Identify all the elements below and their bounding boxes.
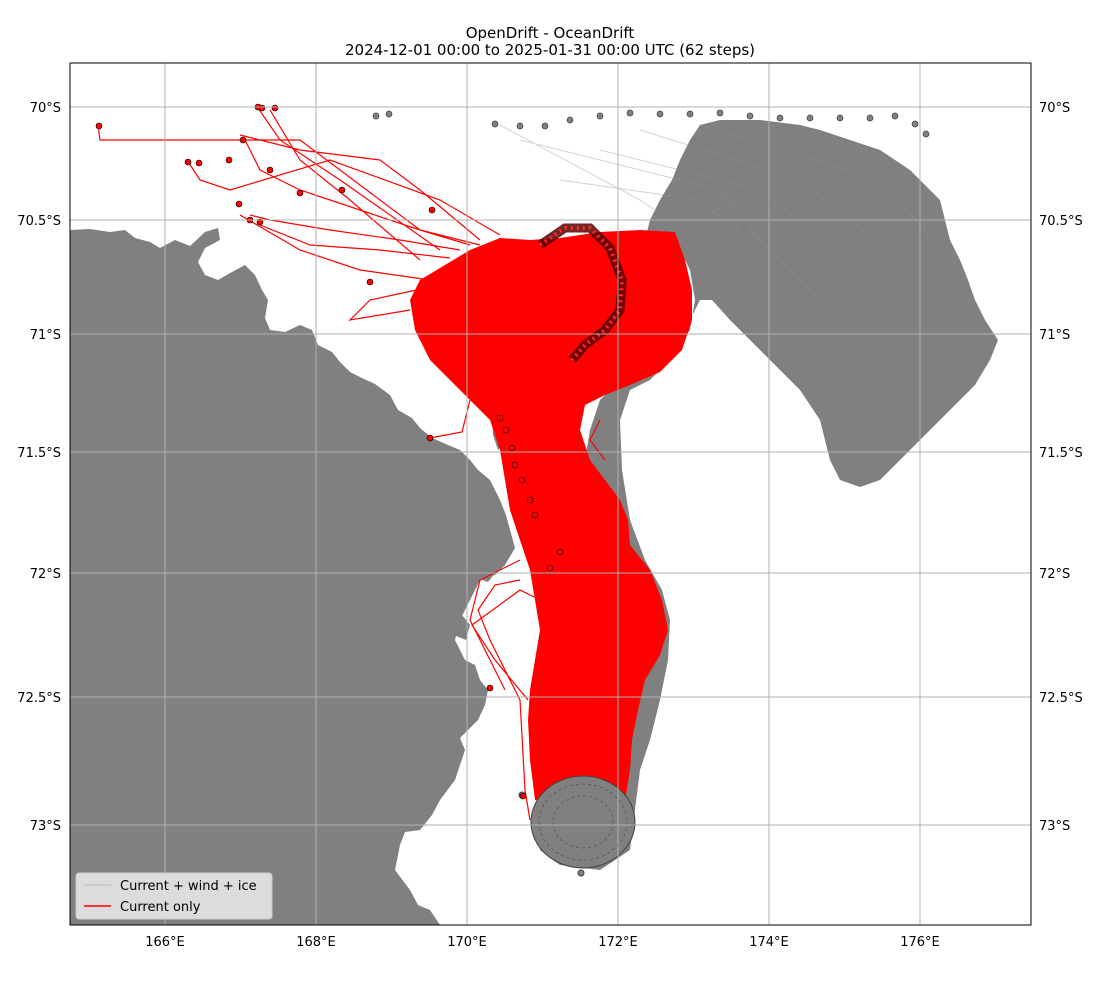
- lon-tick-label: 166°E: [145, 935, 185, 950]
- figure-title-line2: 2024-12-01 00:00 to 2025-01-31 00:00 UTC…: [345, 41, 755, 59]
- lon-tick-label: 172°E: [598, 935, 638, 950]
- plot-frame: [69, 62, 1032, 926]
- trajectories-current-wind-ice: [535, 120, 998, 870]
- legend: Current + wind + ice Current only: [75, 872, 273, 920]
- plot-area: [70, 63, 1031, 925]
- legend-label-current-only: Current only: [120, 900, 201, 915]
- current-only-loop-dots: [537, 223, 627, 363]
- lat-tick-label-right: 72°S: [1039, 567, 1070, 582]
- land-mass: [70, 228, 515, 925]
- lat-tick-label-left: 70.5°S: [17, 214, 61, 229]
- lon-tick-label: 168°E: [296, 935, 336, 950]
- lat-tick-label-right: 72.5°S: [1039, 691, 1083, 706]
- trajectories-current-only-tracks: [97, 107, 606, 821]
- figure-title-line1: OpenDrift - OceanDrift: [466, 24, 635, 42]
- lat-tick-label-left: 71°S: [30, 328, 61, 343]
- lat-tick-label-left: 71.5°S: [17, 446, 61, 461]
- trajectories-current-only: [410, 230, 692, 805]
- lat-tick-label-right: 73°S: [1039, 819, 1070, 834]
- lat-tick-label-left: 73°S: [30, 819, 61, 834]
- lon-tick-label: 176°E: [900, 935, 940, 950]
- lat-tick-label-right: 71.5°S: [1039, 446, 1083, 461]
- land-patch: [470, 552, 496, 582]
- gridlines: [70, 63, 1031, 925]
- lon-tick-label: 174°E: [749, 935, 789, 950]
- lat-tick-label-left: 70°S: [30, 101, 61, 116]
- lat-tick-label-right: 70.5°S: [1039, 214, 1083, 229]
- lon-tick-label: 170°E: [447, 935, 487, 950]
- land-patch: [455, 615, 470, 640]
- lat-tick-label-left: 72.5°S: [17, 691, 61, 706]
- lat-tick-label-right: 71°S: [1039, 328, 1070, 343]
- lat-tick-label-right: 70°S: [1039, 101, 1070, 116]
- legend-box: [75, 872, 273, 920]
- trajectories-current-wind-ice-streaks: [499, 124, 961, 301]
- final-positions-current-wind-ice: [372, 109, 930, 138]
- lat-tick-label-left: 72°S: [30, 567, 61, 582]
- legend-label-current-wind-ice: Current + wind + ice: [120, 879, 257, 894]
- coastal-stuck-particles: [496, 414, 539, 519]
